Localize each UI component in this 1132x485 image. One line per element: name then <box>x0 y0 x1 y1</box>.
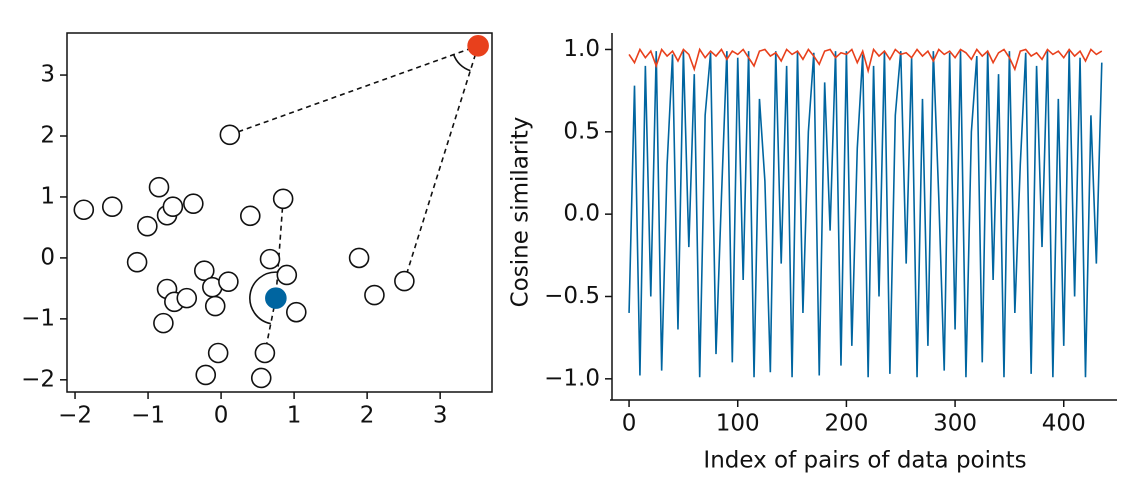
point <box>183 193 204 214</box>
x-tick-label: 300 <box>933 411 977 437</box>
point <box>394 270 415 292</box>
point <box>207 342 229 364</box>
y-tick-label: 1 <box>40 183 55 209</box>
y-tick-label: 3 <box>40 62 55 88</box>
point <box>467 34 489 57</box>
point <box>195 364 217 386</box>
y-tick-label: −1.0 <box>544 365 600 391</box>
point <box>193 260 215 282</box>
x-tick-label: −2 <box>58 403 92 429</box>
y-tick-label: 2 <box>40 123 55 149</box>
point <box>101 196 123 218</box>
x-tick-label: 0 <box>214 403 229 429</box>
x-axis-label: Index of pairs of data points <box>703 448 1026 474</box>
y-tick-label: 0.0 <box>563 201 600 227</box>
line-series <box>628 47 1103 75</box>
y-tick-label: 0 <box>40 244 55 270</box>
point <box>364 284 385 306</box>
dashed-connector <box>403 45 479 282</box>
point <box>153 312 174 334</box>
angle-arc <box>249 271 278 325</box>
point <box>259 248 281 270</box>
y-tick-label: −0.5 <box>544 283 600 309</box>
dashed-connector <box>275 198 284 299</box>
point <box>162 196 184 218</box>
x-tick-label: 1 <box>287 403 302 429</box>
point <box>254 342 276 364</box>
point <box>219 124 241 146</box>
angle-arc <box>452 54 471 72</box>
point <box>204 295 226 317</box>
y-tick-label: −2 <box>21 366 55 392</box>
point <box>137 215 158 237</box>
x-tick-label: 100 <box>716 411 760 437</box>
point <box>148 176 170 198</box>
point <box>250 367 272 389</box>
point <box>239 205 261 227</box>
point <box>176 287 198 309</box>
point <box>265 287 287 309</box>
point <box>285 301 307 323</box>
x-tick-label: 200 <box>824 411 868 437</box>
x-tick-label: 2 <box>360 403 375 429</box>
x-tick-label: −1 <box>131 403 165 429</box>
point <box>276 264 298 286</box>
line-series <box>628 51 1103 378</box>
y-axis-label: Cosine similarity <box>508 117 534 308</box>
point <box>126 251 148 273</box>
y-tick-label: 1.0 <box>563 36 600 62</box>
x-tick-label: 400 <box>1042 411 1086 437</box>
point <box>348 247 370 269</box>
plot-frame <box>66 32 493 393</box>
x-tick-label: 3 <box>433 403 448 429</box>
y-tick-label: −1 <box>21 305 55 331</box>
x-tick-label: 0 <box>622 411 637 437</box>
point <box>73 199 95 221</box>
point <box>218 271 239 292</box>
dashed-connector <box>229 45 479 136</box>
point <box>272 188 294 210</box>
y-tick-label: 0.5 <box>563 118 600 144</box>
